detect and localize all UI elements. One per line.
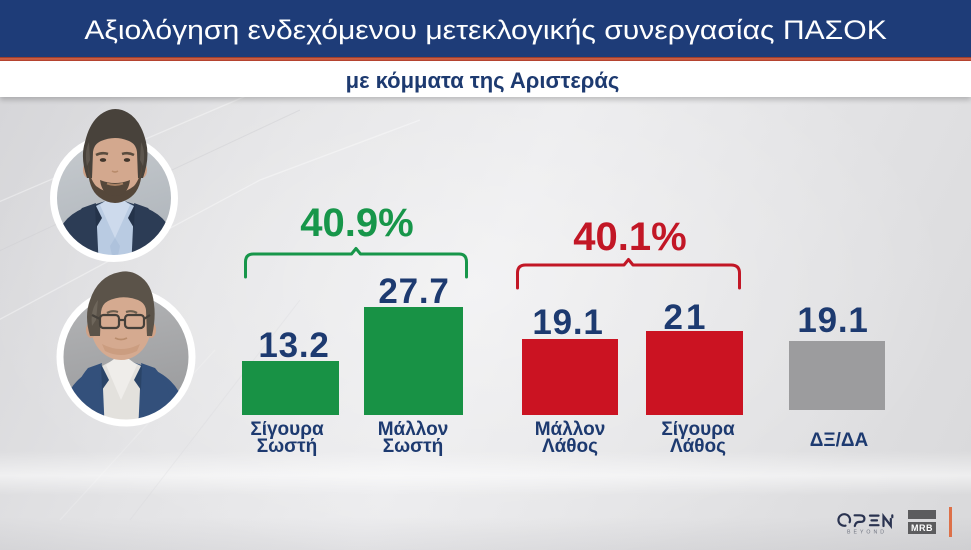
svg-text:BEYOND: BEYOND <box>847 530 887 536</box>
